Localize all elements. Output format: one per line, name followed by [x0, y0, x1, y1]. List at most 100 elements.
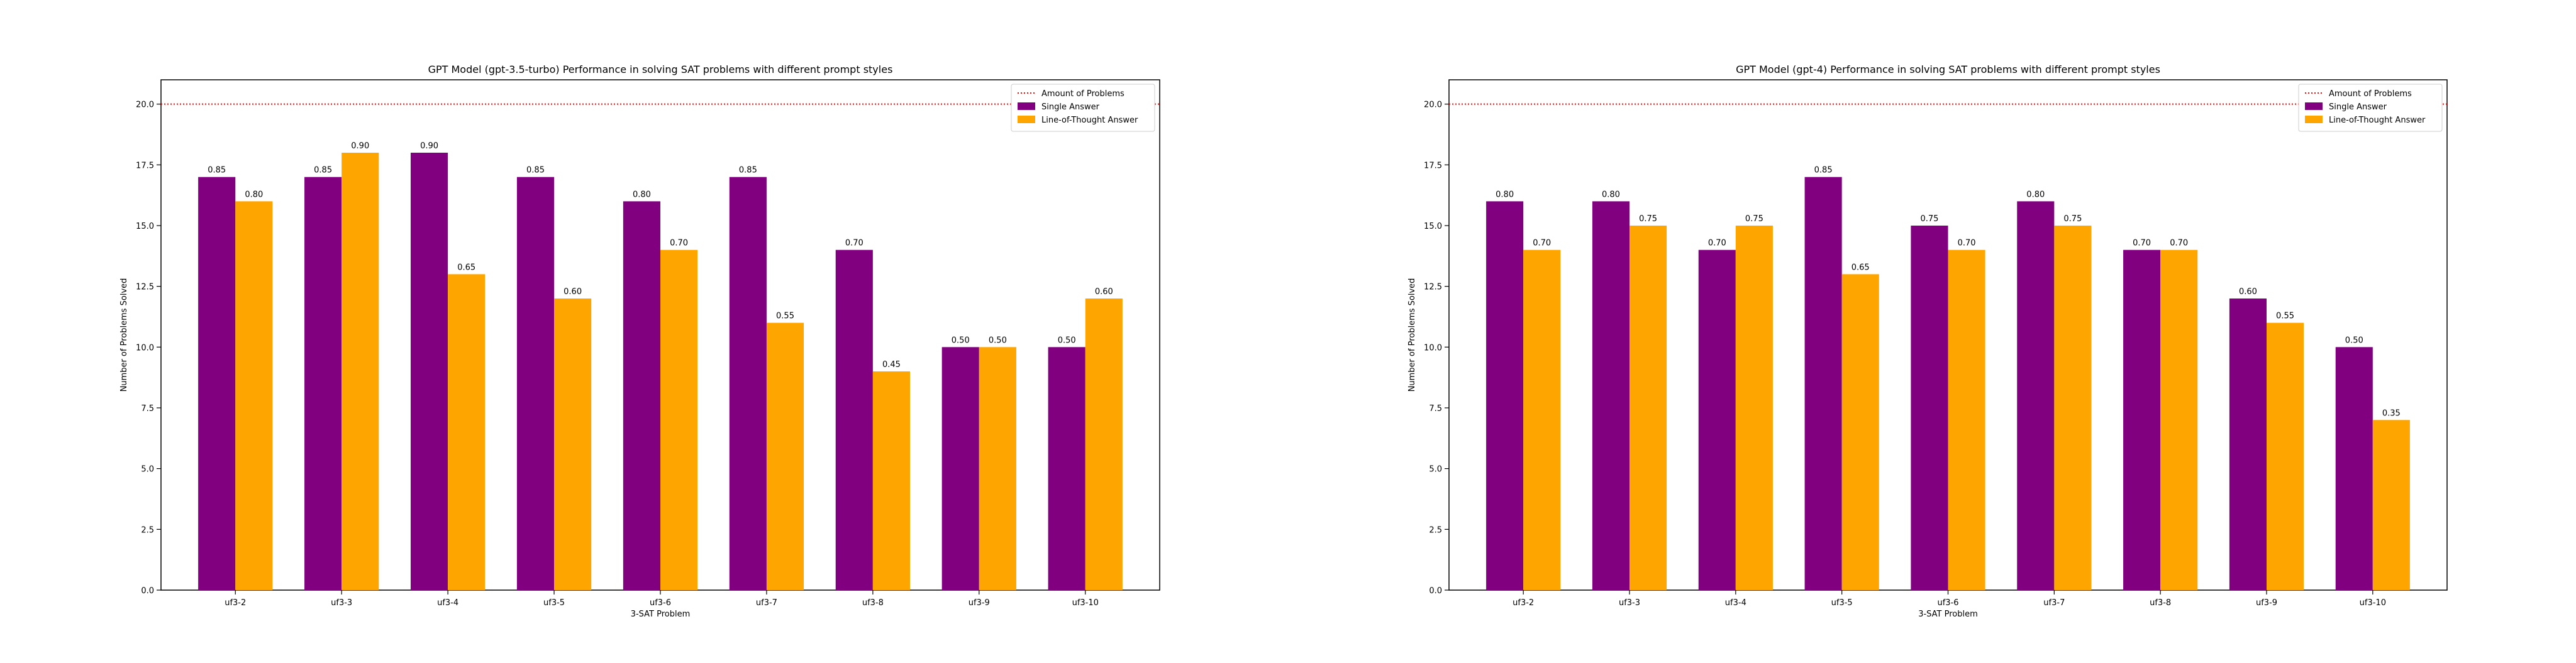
- bar-single-answer-uf3-5: [516, 177, 555, 591]
- y-axis-label: Number of Problems Solved: [119, 278, 129, 392]
- bar-line-of-thought-uf3-2: [235, 201, 273, 590]
- legend-swatch-line-of-thought: [2305, 116, 2323, 123]
- bar-value-label: 0.85: [314, 166, 332, 175]
- bar-single-answer-uf3-8: [2123, 249, 2161, 591]
- x-tick-label: uf3-8: [862, 598, 884, 608]
- bar-value-label: 0.70: [1708, 239, 1726, 248]
- x-tick-label: uf3-7: [756, 598, 777, 608]
- bar-value-label: 0.70: [2133, 239, 2151, 248]
- bar-value-label: 0.60: [564, 287, 582, 297]
- bar-single-answer-uf3-2: [1486, 201, 1524, 590]
- legend-label-single-answer: Single Answer: [1041, 102, 1100, 112]
- bar-value-label: 0.80: [2026, 190, 2045, 199]
- bar-line-of-thought-uf3-5: [1841, 274, 1879, 590]
- bar-value-label: 0.50: [2345, 336, 2363, 345]
- y-tick-label: 7.5: [1429, 404, 1442, 414]
- legend-box: [1011, 84, 1155, 132]
- y-tick-label: 5.0: [1429, 465, 1442, 474]
- bar-value-label: 0.70: [2170, 239, 2188, 248]
- bar-value-label: 0.35: [2382, 408, 2401, 418]
- bar-line-of-thought-uf3-7: [766, 322, 804, 590]
- bar-value-label: 0.75: [1745, 214, 1763, 224]
- x-axis-label: 3-SAT Problem: [1918, 610, 1978, 619]
- bar-value-label: 0.75: [1639, 214, 1657, 224]
- bar-value-label: 0.65: [1852, 263, 1870, 272]
- y-tick-label: 5.0: [141, 465, 154, 474]
- bar-line-of-thought-uf3-4: [1735, 226, 1773, 590]
- bar-single-answer-uf3-9: [941, 347, 979, 590]
- x-tick-label: uf3-6: [1937, 598, 1958, 608]
- bar-value-label: 0.80: [1496, 190, 1514, 199]
- y-axis-label: Number of Problems Solved: [1407, 278, 1417, 392]
- bar-value-label: 0.55: [776, 312, 794, 321]
- x-tick-label: uf3-9: [2256, 598, 2277, 608]
- bar-value-label: 0.50: [989, 336, 1007, 345]
- bar-value-label: 0.60: [1095, 287, 1113, 297]
- bar-line-of-thought-uf3-8: [872, 371, 910, 590]
- y-tick-label: 7.5: [141, 404, 154, 414]
- bar-line-of-thought-uf3-10: [1085, 299, 1123, 590]
- y-tick-label: 12.5: [136, 283, 154, 292]
- bar-value-label: 0.85: [1814, 166, 1833, 175]
- bar-single-answer-uf3-3: [304, 177, 342, 591]
- bar-value-label: 0.50: [952, 336, 970, 345]
- chart-gpt-4: GPT Model (gpt-4) Performance in solving…: [1407, 63, 2448, 619]
- chart-title: GPT Model (gpt-3.5-turbo) Performance in…: [428, 63, 893, 75]
- bar-line-of-thought-uf3-9: [979, 347, 1016, 590]
- legend: Amount of Problems Single Answer Line-of-T…: [2298, 84, 2443, 132]
- bar-single-answer-uf3-6: [1911, 226, 1948, 590]
- bar-single-answer-uf3-10: [2335, 347, 2373, 590]
- legend-label-amount-of-problems: Amount of Problems: [2329, 89, 2412, 99]
- bar-value-label: 0.70: [845, 239, 863, 248]
- bar-single-answer-uf3-8: [835, 249, 873, 591]
- bar-line-of-thought-uf3-6: [660, 249, 698, 591]
- legend-swatch-single-answer: [2305, 102, 2323, 110]
- bar-single-answer-uf3-4: [411, 153, 448, 590]
- y-tick-label: 17.5: [1424, 161, 1442, 170]
- y-tick-label: 2.5: [1429, 525, 1442, 535]
- y-tick-label: 10.0: [136, 343, 154, 353]
- legend-label-single-answer: Single Answer: [2329, 102, 2387, 112]
- chart-gpt-3-5-turbo: GPT Model (gpt-3.5-turbo) Performance in…: [119, 63, 1160, 619]
- bar-value-label: 0.70: [1958, 239, 1976, 248]
- bar-value-label: 0.70: [670, 239, 688, 248]
- bar-value-label: 0.85: [208, 166, 226, 175]
- bar-line-of-thought-uf3-9: [2266, 322, 2304, 590]
- y-tick-label: 20.0: [1424, 101, 1442, 110]
- legend-label-line-of-thought: Line-of-Thought Answer: [1041, 116, 1138, 125]
- legend-label-amount-of-problems: Amount of Problems: [1041, 89, 1124, 99]
- bar-single-answer-uf3-7: [2017, 201, 2055, 590]
- x-tick-label: uf3-5: [1831, 598, 1853, 608]
- x-tick-label: uf3-9: [969, 598, 990, 608]
- x-tick-label: uf3-3: [1619, 598, 1640, 608]
- bar-value-label: 0.75: [2063, 214, 2082, 224]
- x-tick-label: uf3-3: [331, 598, 352, 608]
- bar-single-answer-uf3-5: [1804, 177, 1842, 591]
- y-tick-label: 20.0: [136, 101, 154, 110]
- bar-value-label: 0.85: [526, 166, 545, 175]
- x-tick-label: uf3-2: [1513, 598, 1534, 608]
- bar-single-answer-uf3-7: [729, 177, 767, 591]
- y-tick-label: 12.5: [1424, 283, 1442, 292]
- legend-swatch-line-of-thought: [1018, 116, 1035, 123]
- bar-single-answer-uf3-4: [1698, 249, 1736, 591]
- bar-single-answer-uf3-2: [198, 177, 236, 591]
- bar-value-label: 0.55: [2276, 312, 2294, 321]
- x-tick-label: uf3-4: [1725, 598, 1746, 608]
- legend-box: [2298, 84, 2443, 132]
- y-tick-label: 0.0: [1429, 586, 1442, 596]
- bar-single-answer-uf3-9: [2229, 299, 2267, 590]
- y-tick-label: 0.0: [141, 586, 154, 596]
- bar-value-label: 0.50: [1058, 336, 1076, 345]
- x-axis-label: 3-SAT Problem: [631, 610, 691, 619]
- bar-value-label: 0.60: [2239, 287, 2257, 297]
- legend-swatch-single-answer: [1018, 102, 1035, 110]
- y-tick-label: 10.0: [1424, 343, 1442, 353]
- x-tick-label: uf3-5: [543, 598, 565, 608]
- x-tick-label: uf3-4: [437, 598, 458, 608]
- legend-label-line-of-thought: Line-of-Thought Answer: [2329, 116, 2426, 125]
- bar-value-label: 0.80: [633, 190, 651, 199]
- y-tick-label: 15.0: [136, 222, 154, 231]
- bar-single-answer-uf3-10: [1048, 347, 1085, 590]
